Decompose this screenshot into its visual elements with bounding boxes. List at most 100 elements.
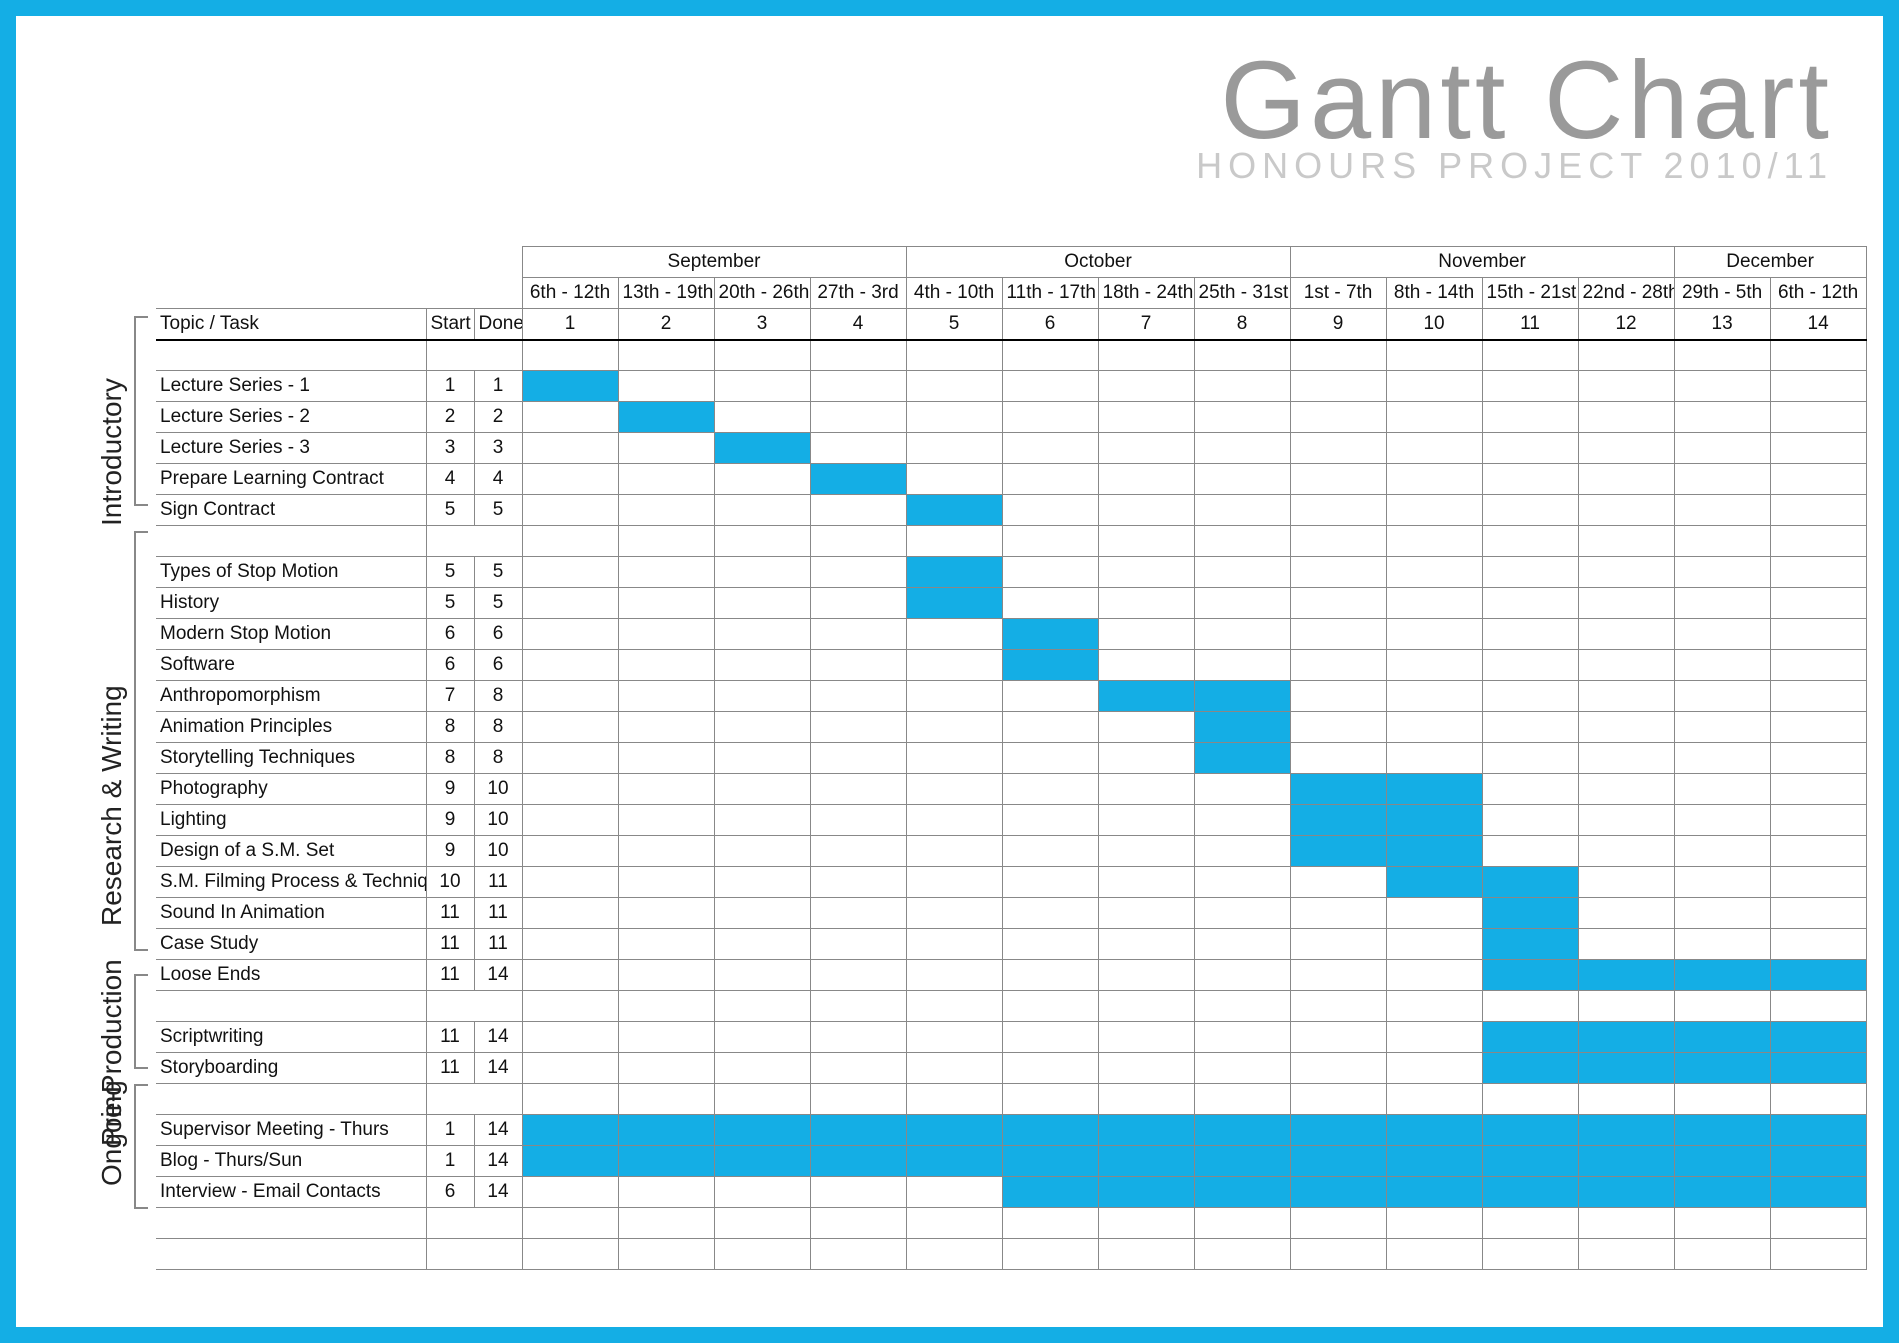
task-row: S.M. Filming Process & Techniques1011 <box>156 867 1866 898</box>
task-name-cell: History <box>156 588 426 619</box>
category-label: Introductory <box>96 378 128 526</box>
gantt-cell <box>714 495 810 526</box>
week-number-header: 12 <box>1578 309 1674 340</box>
category-label: Research & Writing <box>96 685 128 926</box>
task-row: History55 <box>156 588 1866 619</box>
gantt-cell <box>1482 1115 1578 1146</box>
gantt-cell <box>1098 433 1194 464</box>
gantt-cell <box>1578 495 1674 526</box>
gantt-cell <box>1482 836 1578 867</box>
start-cell: 6 <box>426 1177 474 1208</box>
gantt-cell <box>1482 681 1578 712</box>
gantt-cell <box>618 774 714 805</box>
gantt-cell <box>1194 960 1290 991</box>
gantt-cell <box>1002 1053 1098 1084</box>
gantt-cell <box>906 1146 1002 1177</box>
start-cell: 6 <box>426 650 474 681</box>
gantt-cell <box>618 495 714 526</box>
task-row: Lecture Series - 222 <box>156 402 1866 433</box>
gantt-cell <box>906 371 1002 402</box>
gantt-cell <box>906 402 1002 433</box>
gantt-cell <box>522 1177 618 1208</box>
gantt-cell <box>618 433 714 464</box>
gantt-cell <box>522 650 618 681</box>
task-name-cell: Scriptwriting <box>156 1022 426 1053</box>
week-number-header: 10 <box>1386 309 1482 340</box>
category-bracket <box>134 531 148 951</box>
gantt-cell <box>1674 1146 1770 1177</box>
gantt-cell <box>1770 619 1866 650</box>
gantt-cell <box>1290 774 1386 805</box>
gantt-table: SeptemberOctoberNovemberDecember6th - 12… <box>156 246 1867 1270</box>
gantt-cell <box>522 836 618 867</box>
done-cell: 6 <box>474 650 522 681</box>
gantt-cell <box>1386 619 1482 650</box>
gantt-cell <box>1290 371 1386 402</box>
gantt-cell <box>618 588 714 619</box>
start-cell: 2 <box>426 402 474 433</box>
gantt-cell <box>906 1177 1002 1208</box>
task-row: Animation Principles88 <box>156 712 1866 743</box>
gantt-cell <box>810 929 906 960</box>
gantt-cell <box>810 774 906 805</box>
task-row: Types of Stop Motion55 <box>156 557 1866 588</box>
gantt-cell <box>1386 1053 1482 1084</box>
gantt-cell <box>906 867 1002 898</box>
gantt-cell <box>1386 464 1482 495</box>
gantt-cell <box>618 898 714 929</box>
gantt-cell <box>1386 557 1482 588</box>
gantt-cell <box>1578 681 1674 712</box>
gantt-cell <box>906 960 1002 991</box>
gantt-cell <box>906 743 1002 774</box>
gantt-cell <box>1386 1146 1482 1177</box>
gantt-cell <box>618 929 714 960</box>
category-bracket <box>134 974 148 1069</box>
task-row: Loose Ends1114 <box>156 960 1866 991</box>
gantt-cell <box>1770 712 1866 743</box>
task-name-cell: Lighting <box>156 805 426 836</box>
gantt-cell <box>906 929 1002 960</box>
gantt-cell <box>1482 588 1578 619</box>
gantt-cell <box>906 774 1002 805</box>
gantt-cell <box>1002 464 1098 495</box>
gantt-cell <box>714 805 810 836</box>
gantt-cell <box>810 371 906 402</box>
gantt-cell <box>810 557 906 588</box>
gantt-cell <box>618 712 714 743</box>
gantt-cell <box>810 433 906 464</box>
gantt-cell <box>1194 929 1290 960</box>
week-number-header: 8 <box>1194 309 1290 340</box>
week-number-header: 7 <box>1098 309 1194 340</box>
gantt-cell <box>618 681 714 712</box>
gantt-cell <box>1386 712 1482 743</box>
gantt-cell <box>1002 588 1098 619</box>
task-row: Case Study1111 <box>156 929 1866 960</box>
start-cell: 8 <box>426 712 474 743</box>
gantt-cell <box>810 1115 906 1146</box>
gantt-cell <box>1098 1146 1194 1177</box>
gantt-cell <box>810 619 906 650</box>
gantt-cell <box>1386 681 1482 712</box>
gantt-cell <box>1674 712 1770 743</box>
gantt-cell <box>618 960 714 991</box>
chart-area: IntroductoryResearch & WritingPre-Produc… <box>86 246 1833 1267</box>
week-range-header: 8th - 14th <box>1386 278 1482 309</box>
task-name-cell: Types of Stop Motion <box>156 557 426 588</box>
gantt-cell <box>1578 712 1674 743</box>
gantt-cell <box>618 402 714 433</box>
week-range-header: 29th - 5th <box>1674 278 1770 309</box>
gantt-cell <box>1290 836 1386 867</box>
gantt-cell <box>810 495 906 526</box>
gantt-cell <box>906 557 1002 588</box>
gantt-cell <box>810 1022 906 1053</box>
gantt-cell <box>1578 1053 1674 1084</box>
gantt-cell <box>522 712 618 743</box>
task-row: Sign Contract55 <box>156 495 1866 526</box>
gantt-cell <box>1386 495 1482 526</box>
gantt-cell <box>1770 1177 1866 1208</box>
gantt-cell <box>618 867 714 898</box>
task-row: Blog - Thurs/Sun114 <box>156 1146 1866 1177</box>
gantt-cell <box>1290 1053 1386 1084</box>
gantt-cell <box>522 619 618 650</box>
gantt-cell <box>1002 1177 1098 1208</box>
